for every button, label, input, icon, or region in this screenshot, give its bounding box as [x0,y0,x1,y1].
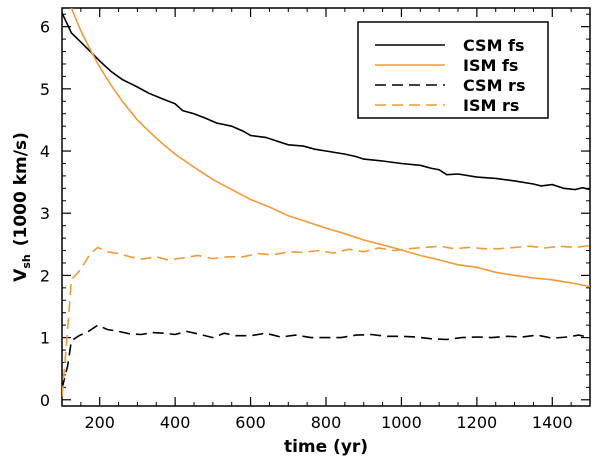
legend-box [357,21,549,119]
x-tick-label: 600 [235,413,266,432]
x-axis-title: time (yr) [284,437,368,457]
y-tick-label: 0 [40,391,50,410]
y-axis-title: Vsh(1000 km/s) [11,132,33,282]
x-tick-label: 1000 [381,413,422,432]
axis-ticks: 200 400 600 800 1000 1200 1400 0 1 2 3 4 5 6 [40,8,590,432]
series-line-ism-fs [70,8,590,288]
legend-label: ISM rs [463,96,519,115]
series-line-ism-rs [62,244,590,397]
series-line-csm-rs [62,324,590,389]
legend-label: CSM fs [463,36,525,55]
x-tick-label: 1400 [532,413,573,432]
x-tick-label: 400 [160,413,191,432]
y-tick-label: 6 [40,18,50,37]
y-tick-label: 2 [40,266,50,285]
legend-label: CSM rs [463,76,525,95]
y-tick-label: 3 [40,204,50,223]
legend-label: ISM fs [463,56,518,75]
x-tick-label: 1200 [456,413,497,432]
x-tick-label: 800 [311,413,342,432]
series-line-csm-fs [62,12,590,191]
y-tick-label: 5 [40,80,50,99]
y-tick-label: 1 [40,329,50,348]
x-tick-label: 200 [84,413,115,432]
y-tick-label: 4 [40,142,50,161]
series-group [62,8,590,397]
